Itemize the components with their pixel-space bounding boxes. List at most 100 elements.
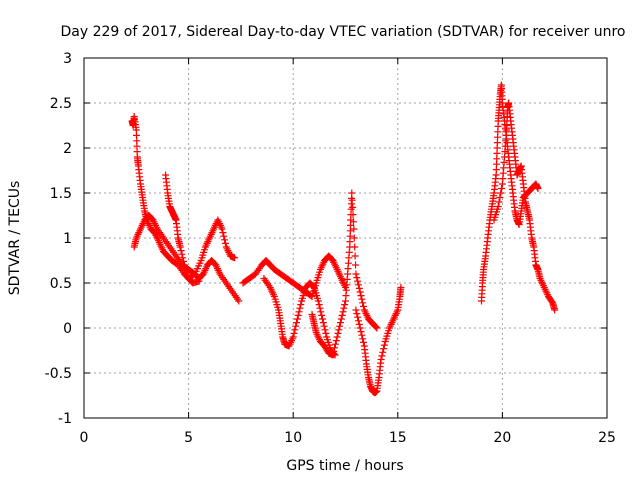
data-point [359,335,367,343]
data-point [295,308,303,316]
data-point [289,333,297,341]
data-point [292,322,300,330]
data-point [359,299,367,307]
data-point [318,311,326,319]
series-trace-7 [352,284,405,397]
data-point [177,247,185,255]
data-point [318,315,326,323]
data-point [317,308,325,316]
data-point [221,236,229,244]
x-tick-label: 20 [493,430,511,446]
data-point [358,331,366,339]
data-point [231,254,239,262]
data-point [297,301,305,309]
data-point [294,311,302,319]
data-point [335,326,343,334]
data-point [221,239,229,247]
data-point [195,277,203,285]
data-point [180,257,188,265]
data-point [309,283,317,291]
series-trace-9 [490,99,559,314]
y-tick-label: 0.5 [50,276,72,292]
data-point [179,254,187,262]
data-point [352,306,360,314]
x-tick-labels: 0 5 10 15 20 25 [80,430,616,446]
chart-title: Day 229 of 2017, Sidereal Day-to-day VTE… [61,24,626,40]
data-point [349,218,357,226]
data-point [372,323,380,331]
data-point [332,337,340,345]
data-point [349,211,357,219]
data-point [320,322,328,330]
data-point [534,185,542,192]
data-point [351,252,359,260]
data-point [334,329,342,337]
data-point [322,329,330,337]
data-point [357,328,365,336]
data-point [339,308,347,316]
y-tick-label: 3 [63,51,72,67]
y-axis-label: SDTVAR / TECUs [7,181,23,296]
x-tick-label: 25 [598,430,616,446]
data-point [349,203,357,211]
data-point [354,281,362,289]
data-point [348,189,356,197]
data-point [330,347,338,355]
data-point [354,277,362,285]
data-points [128,81,559,397]
data-point [314,297,322,305]
data-point [350,234,358,242]
data-point [494,203,502,210]
series-trace-4 [239,252,349,300]
data-point [319,319,327,327]
data-point [497,189,505,197]
x-tick-label: 0 [80,430,89,446]
series-trace-1 [128,113,239,282]
data-point [341,301,349,309]
data-point [331,340,339,348]
data-point [551,306,559,314]
series-trace-5 [260,275,339,359]
data-point [340,304,348,312]
data-point [338,311,346,319]
data-point [176,243,184,251]
data-point [355,284,363,292]
data-point [378,352,386,360]
x-tick-label: 10 [284,430,302,446]
y-tick-label: 2 [63,141,72,157]
x-tick-label: 5 [184,430,193,446]
data-point [290,329,298,337]
data-point [352,270,360,278]
data-point [321,326,329,334]
data-point [219,229,227,237]
series-trace-6 [308,189,381,359]
y-tick-label: 2.5 [50,96,72,112]
data-point [380,345,388,353]
data-point [291,326,299,334]
y-tick-labels: -1 -0.5 0 0.5 1 1.5 2 2.5 3 [45,51,72,427]
data-point [397,284,405,291]
data-point [354,313,362,321]
data-point [293,315,301,323]
data-point [356,324,364,332]
data-point [380,341,388,349]
y-tick-label: 0 [63,321,72,337]
data-point [315,301,323,309]
data-point [350,225,358,233]
data-point [356,288,364,296]
y-tick-label: -0.5 [45,366,72,382]
data-point [353,274,361,282]
data-point [352,261,360,269]
data-point [358,295,366,303]
data-point [235,297,243,305]
grid-lines [84,58,607,418]
data-point [293,319,301,327]
plot-frame [83,57,608,419]
data-point [355,320,363,328]
data-point [359,302,367,310]
data-point [377,356,385,363]
data-point [329,351,337,359]
data-point [495,198,503,206]
y-tick-label: -1 [58,411,72,427]
